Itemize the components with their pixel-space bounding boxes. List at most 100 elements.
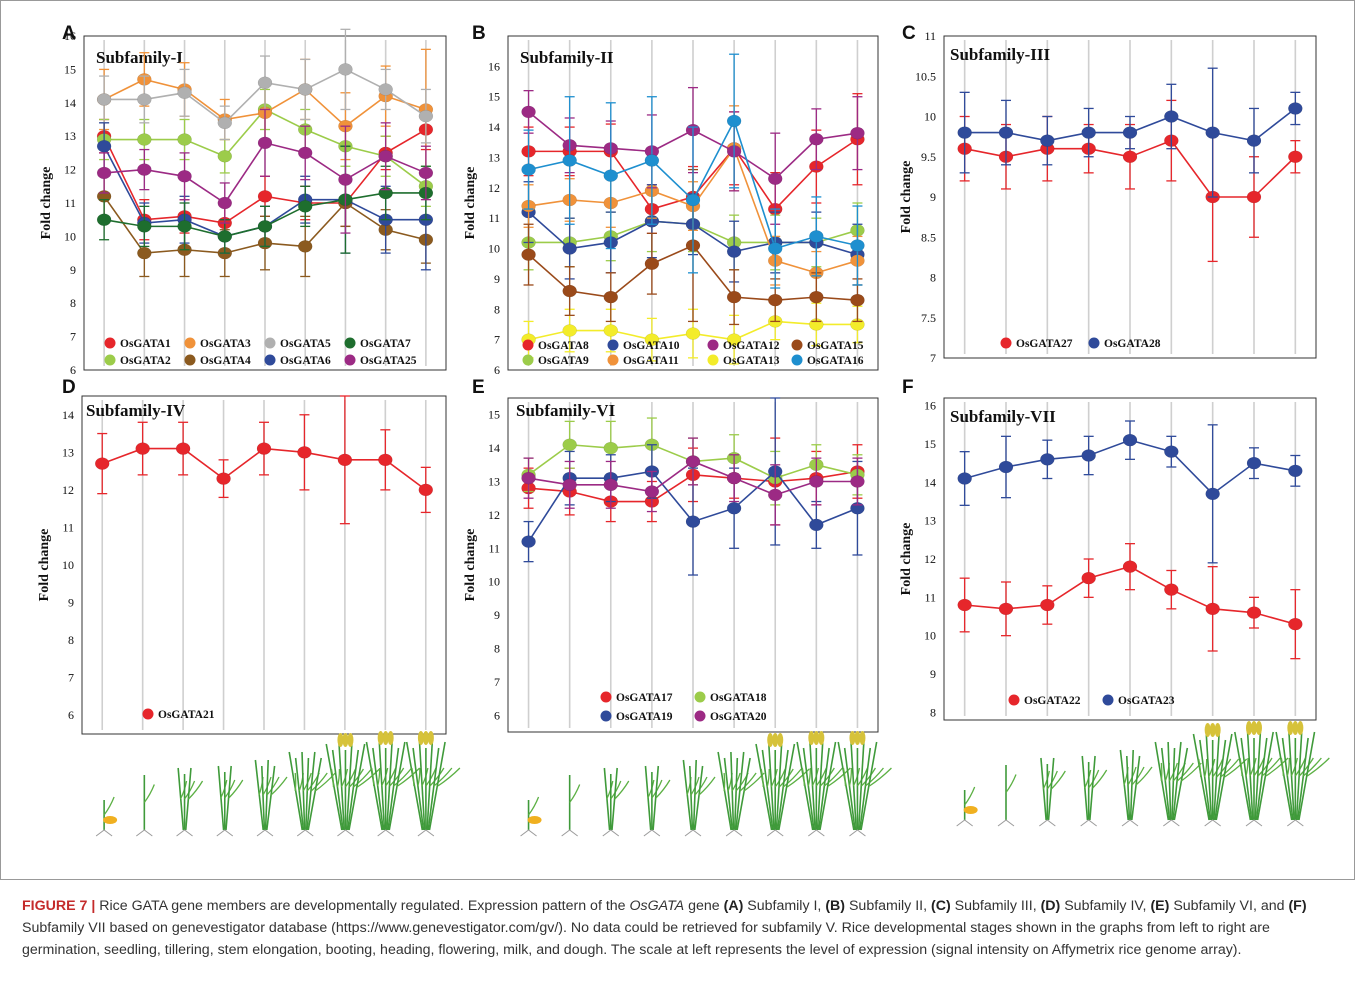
plant-roots	[95, 829, 113, 837]
data-point	[809, 230, 824, 243]
plant-stem	[348, 743, 366, 831]
plant-stem	[694, 765, 704, 831]
legend-marker	[607, 339, 619, 351]
panel-letter: F	[902, 377, 914, 398]
plant-stem	[1171, 747, 1176, 821]
plant-icon	[254, 759, 288, 837]
legend-label: OsGATA19	[616, 711, 673, 723]
plant-roots	[997, 819, 1015, 827]
plant-icon	[365, 731, 421, 837]
plant-stage-strip	[520, 731, 892, 837]
plant-stage-strip	[95, 731, 461, 837]
legend-marker	[1088, 337, 1100, 349]
legend-label: OsGATA9	[538, 355, 589, 367]
data-point	[337, 453, 353, 467]
plant-stem	[1255, 737, 1268, 821]
data-point	[562, 242, 577, 255]
data-point	[603, 478, 619, 492]
y-tick-label: 10	[924, 110, 936, 124]
y-tick-label: 11	[924, 29, 936, 43]
legend-marker	[607, 354, 619, 366]
plant-leaf	[340, 768, 349, 788]
plant-stem	[266, 765, 276, 831]
plant-leaf	[865, 767, 884, 787]
y-tick-label: 7.5	[921, 311, 936, 325]
grain-head	[854, 731, 861, 745]
panel-a: 6 7 8 9 10 11 12 13 14 15 16 Fold change A Subfamily-…	[39, 23, 447, 377]
plant-stem	[306, 751, 316, 831]
data-point	[177, 133, 192, 146]
data-point	[998, 126, 1014, 139]
plant-leaf	[786, 768, 810, 788]
data-point	[850, 239, 865, 252]
y-tick-label: 9	[494, 272, 500, 286]
plant-stem	[1160, 747, 1171, 821]
y-tick-label: 13	[488, 475, 500, 489]
y-tick-label: 9	[930, 190, 936, 204]
data-point	[957, 126, 972, 139]
plant-icon	[1275, 721, 1330, 827]
plot-frame	[507, 397, 879, 733]
data-point	[1205, 126, 1220, 139]
plant-leaf	[1208, 758, 1216, 778]
y-axis-label: Fold change	[39, 167, 54, 240]
plant-leaf	[647, 779, 655, 799]
plant-leaf	[860, 767, 877, 787]
charts-canvas: 6 7 8 9 10 11 12 13 14 15 16 Fold change A Subfamily-…	[37, 23, 1330, 837]
y-tick-label: 10	[64, 229, 76, 243]
data-point	[137, 220, 152, 233]
legend-label: OsGATA10	[623, 340, 680, 352]
plant-leaf	[1257, 757, 1273, 777]
plant-stem	[1089, 755, 1096, 821]
plant-stem	[1254, 731, 1262, 821]
plant-leaf	[421, 767, 429, 787]
plant-stem	[1256, 731, 1274, 821]
data-point	[297, 146, 313, 160]
plot-frame	[943, 397, 1317, 721]
plant-stem	[372, 747, 385, 831]
plant-leaf	[569, 784, 581, 803]
panel-letter: B	[472, 23, 486, 44]
grain-head	[1251, 721, 1257, 735]
plant-icon	[561, 775, 581, 837]
plant-leaf	[869, 767, 892, 787]
plot-frame	[81, 395, 447, 735]
plant-stem	[1298, 731, 1316, 821]
plant-stem	[1214, 739, 1227, 821]
y-tick-label: 16	[924, 399, 936, 413]
legend-marker	[104, 337, 116, 349]
plant-leaf	[1261, 757, 1281, 777]
data-point	[562, 478, 577, 492]
plant-leaf	[1084, 769, 1092, 789]
data-point	[137, 133, 152, 146]
data-point	[217, 196, 233, 210]
plant-stem	[1296, 737, 1309, 821]
y-tick-label: 11	[924, 590, 936, 604]
plant-icon	[956, 786, 978, 827]
plant-leaf	[651, 779, 663, 799]
series-osgata20	[521, 437, 865, 526]
grain-head	[1246, 721, 1252, 735]
plant-icon	[1119, 749, 1153, 827]
seed	[963, 806, 978, 814]
legend-marker	[707, 354, 719, 366]
chart-title: Subfamily-III	[950, 45, 1051, 64]
legend-label: OsGATA21	[158, 709, 215, 721]
y-tick-label: 10	[488, 575, 500, 589]
legend-label: OsGATA17	[616, 692, 673, 704]
legend-label: OsGATA12	[723, 340, 780, 352]
caption-text: (A)	[723, 898, 744, 914]
panel-f: 8 9 10 11 12 13 14 15 16 Fold change F Subfamily-VI…	[899, 377, 1317, 721]
series-osgata22	[957, 543, 1303, 660]
data-point	[809, 290, 824, 304]
grain-head	[772, 733, 779, 747]
data-point	[1205, 487, 1220, 501]
data-point	[1246, 134, 1262, 147]
plant-leaf	[294, 772, 297, 792]
y-tick-label: 7	[68, 671, 74, 685]
plant-leaf	[1092, 769, 1108, 789]
y-tick-label: 12	[488, 508, 500, 522]
plant-stem	[859, 747, 872, 831]
plant-roots	[296, 829, 314, 837]
panel-letter: D	[62, 377, 76, 398]
